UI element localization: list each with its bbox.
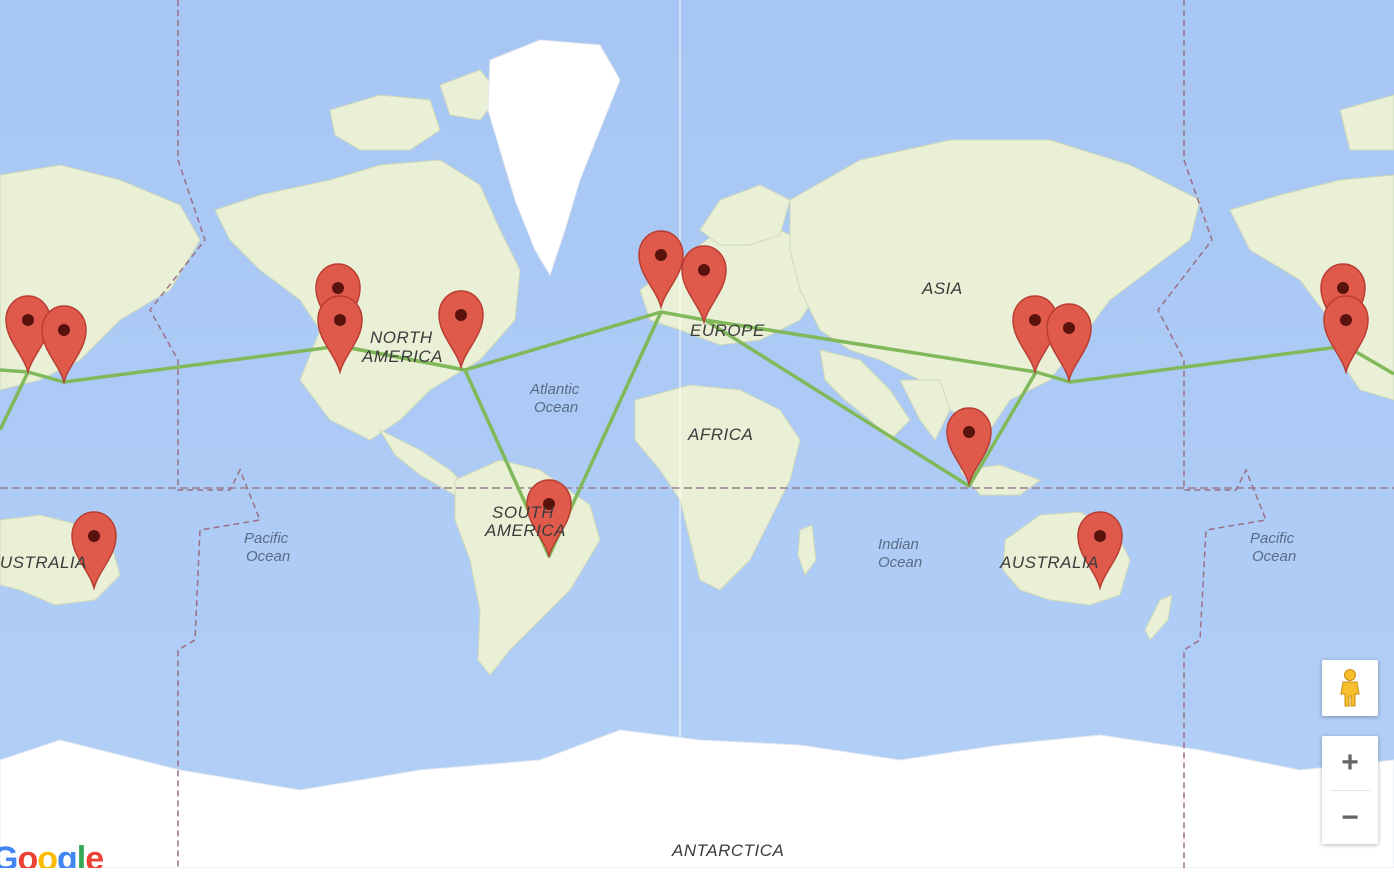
- label-north-america: AMERICA: [361, 347, 443, 366]
- label-pacific-left-ocean: Ocean: [246, 548, 290, 565]
- label-asia: ASIA: [921, 279, 963, 298]
- label-australia: AUSTRALIA: [999, 553, 1099, 572]
- zoom-control: + −: [1322, 736, 1378, 844]
- label-south-america: AMERICA: [484, 521, 566, 540]
- label-indian-ocean: Ocean: [878, 554, 922, 571]
- pegman-icon: [1340, 669, 1360, 707]
- label-australia-left: AUSTRALIA: [0, 553, 87, 572]
- logo-l: l: [76, 840, 87, 868]
- label-africa: AFRICA: [687, 425, 753, 444]
- label-south: SOUTH: [492, 503, 554, 522]
- zoom-divider: [1330, 790, 1370, 791]
- label-pacific-left: Pacific: [244, 530, 289, 547]
- logo-g: G: [0, 840, 18, 868]
- label-atlantic-ocean: Ocean: [534, 399, 578, 416]
- logo-o2: o: [37, 840, 58, 868]
- label-indian: Indian: [878, 536, 919, 553]
- label-north: NORTH: [370, 328, 433, 347]
- label-antarctica: ANTARCTICA: [671, 841, 784, 860]
- label-pacific-right: Pacific: [1250, 530, 1295, 547]
- zoom-out-button[interactable]: −: [1341, 801, 1359, 834]
- google-logo: Google: [0, 840, 104, 868]
- label-pacific-right-ocean: Ocean: [1252, 548, 1296, 565]
- ice-masses: [0, 39, 1394, 868]
- zoom-in-button[interactable]: +: [1341, 746, 1359, 779]
- map-labels: NORTH AMERICA SOUTH AMERICA EUROPE ASIA …: [0, 279, 1296, 860]
- label-atlantic: Atlantic: [529, 381, 580, 398]
- street-view-pegman-button[interactable]: [1322, 660, 1378, 716]
- logo-e: e: [85, 840, 104, 868]
- label-europe: EUROPE: [690, 321, 765, 340]
- logo-g2: g: [57, 840, 78, 868]
- logo-o1: o: [17, 840, 38, 868]
